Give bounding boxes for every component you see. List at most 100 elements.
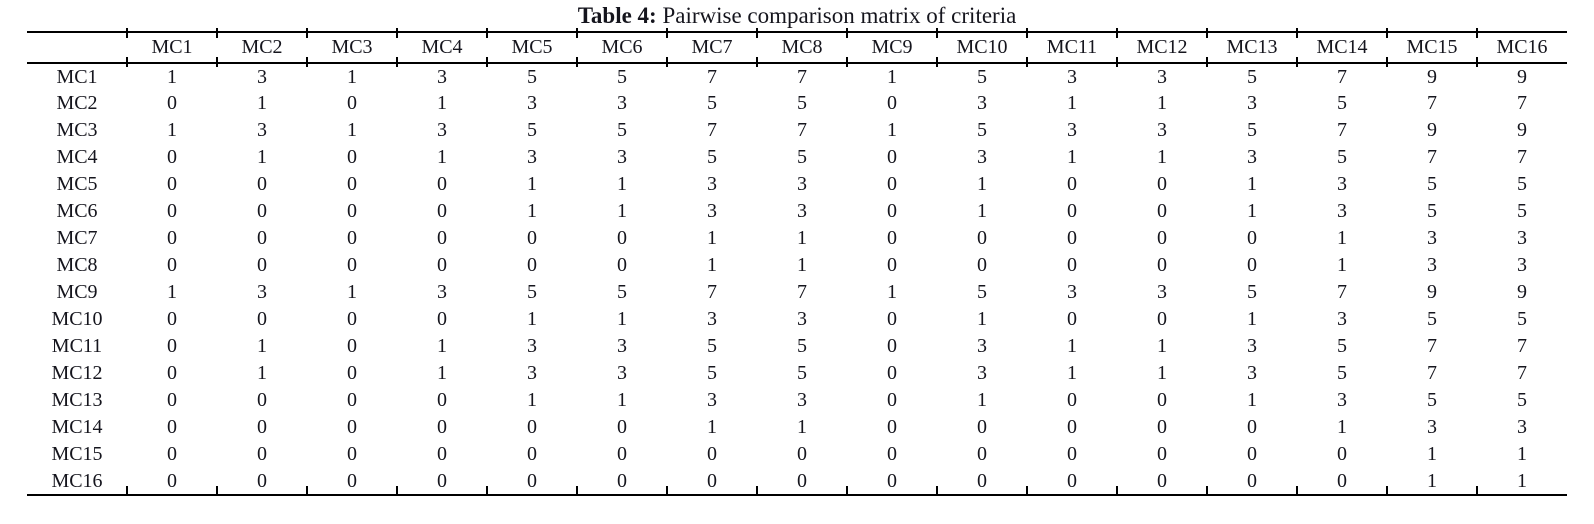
table-row: MC16 0 0 0 0 0 0 0 0 0 0 0 0 0 0 1 1	[27, 468, 1567, 496]
matrix-cell: 5	[707, 146, 717, 168]
matrix-head: MC1 MC2 MC3 MC4 MC5 MC6 MC7 MC8 MC9 MC10 MC11 MC12 M…	[27, 29, 1567, 68]
matrix-cell: 3	[1517, 416, 1527, 438]
matrix-cell: 5	[1337, 335, 1347, 357]
matrix-cell: 3	[437, 119, 447, 141]
table-row: MC15 0 0 0 0 0 0 0 0 0 0 0 0 0 0 1 1	[27, 441, 1567, 468]
matrix-cell: 1	[887, 65, 897, 88]
table-row: MC1 1 3 1 3 5 5 7 7 1 5 3 3 5 7 9 9	[27, 63, 1567, 90]
matrix-cell: 3	[977, 92, 987, 114]
row-header: MC12	[51, 362, 103, 384]
matrix-cell: 5	[617, 281, 627, 303]
matrix-cell: 0	[486, 468, 577, 496]
matrix-cell: 0	[887, 173, 897, 195]
matrix-cell: 7	[1517, 335, 1527, 357]
matrix-cell: 7	[707, 281, 717, 303]
matrix-cell: 3	[797, 308, 807, 330]
caption-label: Table 4:	[577, 3, 657, 28]
matrix-cell: 0	[167, 92, 177, 114]
matrix-cell: 1	[527, 389, 537, 411]
matrix-cell: 0	[437, 173, 447, 195]
matrix-cell: 1	[1247, 200, 1257, 222]
matrix-cell: 1	[347, 65, 357, 88]
matrix-cell: 0	[1247, 227, 1257, 249]
matrix-cell: 3	[527, 146, 537, 168]
matrix-cell: 5	[1427, 200, 1437, 222]
matrix-cell: 0	[167, 335, 177, 357]
matrix-cell: 1	[1517, 443, 1527, 465]
table-row: MC2 0 1 0 1 3 3 5 5 0 3 1 1 3 5 7 7	[27, 90, 1567, 117]
table-row: MC11 0 1 0 1 3 3 5 5 0 3 1 1 3 5 7 7	[27, 333, 1567, 360]
column-header: MC7	[666, 29, 757, 68]
matrix-cell: 0	[887, 254, 897, 276]
column-header: MC15	[1386, 29, 1477, 68]
matrix-cell: 3	[707, 308, 717, 330]
matrix-cell: 0	[617, 443, 627, 465]
matrix-cell: 1	[167, 281, 177, 303]
matrix-cell: 5	[1427, 173, 1437, 195]
matrix-cell: 1	[257, 362, 267, 384]
matrix-cell: 3	[1337, 200, 1347, 222]
matrix-cell: 0	[887, 200, 897, 222]
matrix-cell: 0	[437, 443, 447, 465]
matrix-cell: 0	[257, 173, 267, 195]
matrix-cell: 0	[887, 308, 897, 330]
matrix-body: MC1 1 3 1 3 5 5 7 7 1 5 3 3 5 7 9 9 MC2 0 1 0 1 3 3 5 5 0 3 1 1 3 5 7 7 MC…	[27, 63, 1567, 496]
matrix-cell: 0	[437, 200, 447, 222]
matrix-cell: 9	[1427, 65, 1437, 88]
matrix-cell: 3	[1247, 362, 1257, 384]
matrix-cell: 3	[527, 362, 537, 384]
matrix-cell: 5	[977, 281, 987, 303]
matrix-cell: 9	[1427, 281, 1437, 303]
matrix-cell: 1	[1157, 362, 1167, 384]
matrix-cell: 1	[707, 416, 717, 438]
matrix-cell: 9	[1517, 281, 1527, 303]
matrix-cell: 3	[977, 146, 987, 168]
matrix-cell: 0	[126, 468, 217, 496]
table-row: MC9 1 3 1 3 5 5 7 7 1 5 3 3 5 7 9 9	[27, 279, 1567, 306]
matrix-cell: 0	[347, 335, 357, 357]
column-header: MC14	[1296, 29, 1387, 68]
matrix-cell: 0	[257, 227, 267, 249]
matrix-cell: 7	[1517, 146, 1527, 168]
matrix-cell: 0	[167, 308, 177, 330]
matrix-cell: 1	[1067, 146, 1077, 168]
matrix-cell: 0	[756, 468, 847, 496]
matrix-cell: 0	[617, 416, 627, 438]
matrix-cell: 0	[347, 200, 357, 222]
matrix-cell: 0	[1157, 389, 1167, 411]
matrix-cell: 1	[617, 200, 627, 222]
matrix-cell: 5	[1247, 281, 1257, 303]
column-header: MC6	[576, 29, 667, 68]
matrix-cell: 3	[617, 335, 627, 357]
matrix-cell: 3	[1517, 254, 1527, 276]
matrix-cell: 3	[1067, 65, 1077, 88]
matrix-cell: 0	[977, 443, 987, 465]
matrix-cell: 0	[977, 227, 987, 249]
matrix-cell: 5	[707, 335, 717, 357]
row-header: MC15	[51, 443, 103, 465]
matrix-cell: 5	[1337, 92, 1347, 114]
matrix-cell: 7	[1427, 335, 1437, 357]
table-row: MC13 0 0 0 0 1 1 3 3 0 1 0 0 1 3 5 5	[27, 387, 1567, 414]
matrix-cell: 3	[527, 92, 537, 114]
matrix-cell: 5	[1427, 308, 1437, 330]
matrix-cell: 1	[977, 389, 987, 411]
matrix-cell: 0	[216, 468, 307, 496]
matrix-cell: 1	[437, 92, 447, 114]
matrix-cell: 1	[527, 173, 537, 195]
matrix-cell: 0	[1067, 254, 1077, 276]
matrix-cell: 7	[1517, 92, 1527, 114]
row-header: MC3	[56, 119, 98, 141]
matrix-cell: 3	[257, 281, 267, 303]
matrix-cell: 1	[437, 146, 447, 168]
header-row: MC1 MC2 MC3 MC4 MC5 MC6 MC7 MC8 MC9 MC10 MC11 MC12 M…	[27, 29, 1567, 68]
matrix-cell: 3	[707, 173, 717, 195]
matrix-cell: 3	[707, 200, 717, 222]
matrix-cell: 1	[527, 308, 537, 330]
matrix-cell: 0	[167, 200, 177, 222]
column-header: MC9	[846, 29, 937, 68]
matrix-cell: 0	[257, 308, 267, 330]
matrix-cell: 1	[707, 254, 717, 276]
matrix-cell: 5	[707, 92, 717, 114]
